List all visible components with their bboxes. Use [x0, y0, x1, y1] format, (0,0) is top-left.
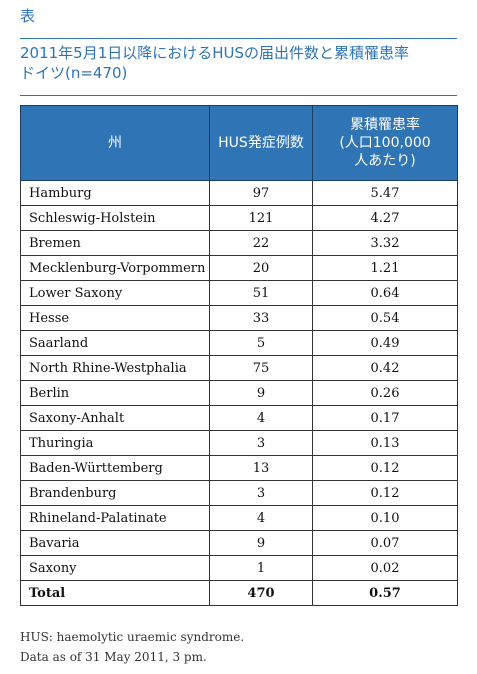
table-title: 2011年5月1日以降におけるHUSの届出件数と累積罹患率 ドイツ(n=470)	[20, 43, 460, 83]
divider-bottom	[20, 95, 457, 96]
cell-cases: 470	[209, 580, 313, 606]
cell-incidence: 0.12	[312, 455, 458, 481]
cell-incidence: 0.49	[312, 330, 458, 356]
cell-cases: 51	[209, 280, 313, 306]
cell-incidence: 1.21	[312, 255, 458, 281]
cell-incidence: 5.47	[312, 180, 458, 206]
cell-state: Berlin	[20, 380, 210, 406]
cell-state: Bremen	[20, 230, 210, 256]
cell-cases: 75	[209, 355, 313, 381]
cell-cases: 9	[209, 380, 313, 406]
table-row: Mecklenburg-Vorpommern 20 1.21	[20, 255, 458, 281]
cell-incidence: 4.27	[312, 205, 458, 231]
cell-incidence: 0.57	[312, 580, 458, 606]
table-row: Brandenburg 3 0.12	[20, 480, 458, 506]
cell-state: Saxony	[20, 555, 210, 581]
footnote-abbreviation: HUS: haemolytic uraemic syndrome.	[20, 630, 245, 644]
column-header-state: 州	[20, 105, 210, 181]
cell-incidence: 0.12	[312, 480, 458, 506]
table-row: Hamburg 97 5.47	[20, 180, 458, 206]
cell-cases: 97	[209, 180, 313, 206]
table-row: Saxony-Anhalt 4 0.17	[20, 405, 458, 431]
cell-cases: 121	[209, 205, 313, 231]
table-row: Baden-Württemberg 13 0.12	[20, 455, 458, 481]
cell-incidence: 0.02	[312, 555, 458, 581]
cell-cases: 1	[209, 555, 313, 581]
table-row: Berlin 9 0.26	[20, 380, 458, 406]
cell-state: Lower Saxony	[20, 280, 210, 306]
cell-incidence: 0.54	[312, 305, 458, 331]
cell-state: Bavaria	[20, 530, 210, 556]
cell-cases: 4	[209, 405, 313, 431]
title-line-2: ドイツ(n=470)	[20, 64, 128, 82]
cell-state: Saxony-Anhalt	[20, 405, 210, 431]
table-row: Saarland 5 0.49	[20, 330, 458, 356]
cell-state: Hesse	[20, 305, 210, 331]
cell-incidence: 0.42	[312, 355, 458, 381]
table-row: Bremen 22 3.32	[20, 230, 458, 256]
table-row: Lower Saxony 51 0.64	[20, 280, 458, 306]
cell-incidence: 0.26	[312, 380, 458, 406]
column-header-cases: HUS発症例数	[209, 105, 313, 181]
cell-cases: 5	[209, 330, 313, 356]
cell-incidence: 0.10	[312, 505, 458, 531]
cell-cases: 3	[209, 430, 313, 456]
table-total-row: Total 470 0.57	[20, 580, 458, 606]
cell-incidence: 0.07	[312, 530, 458, 556]
cell-incidence: 0.17	[312, 405, 458, 431]
cell-state: Thuringia	[20, 430, 210, 456]
divider-top	[20, 38, 457, 39]
table-row: Rhineland-Palatinate 4 0.10	[20, 505, 458, 531]
table-row: Schleswig-Holstein 121 4.27	[20, 205, 458, 231]
cell-state: Saarland	[20, 330, 210, 356]
footnote-data-date: Data as of 31 May 2011, 3 pm.	[20, 650, 207, 664]
cell-cases: 9	[209, 530, 313, 556]
table-row: Hesse 33 0.54	[20, 305, 458, 331]
cell-incidence: 0.13	[312, 430, 458, 456]
table-label: 表	[20, 7, 36, 25]
footnotes: HUS: haemolytic uraemic syndrome. Data a…	[20, 627, 244, 667]
cell-state: Total	[20, 580, 210, 606]
table-row: Saxony 1 0.02	[20, 555, 458, 581]
table-body: Hamburg 97 5.47 Schleswig-Holstein 121 4.27 Br…	[20, 180, 458, 606]
hus-cases-table: 州 HUS発症例数 累積罹患率 (人口100,000 人あたり) Hamburg…	[20, 105, 458, 606]
title-line-1: 2011年5月1日以降におけるHUSの届出件数と累積罹患率	[20, 44, 410, 62]
cell-cases: 3	[209, 480, 313, 506]
table-row: North Rhine-Westphalia 75 0.42	[20, 355, 458, 381]
cell-cases: 22	[209, 230, 313, 256]
cell-cases: 4	[209, 505, 313, 531]
cell-cases: 13	[209, 455, 313, 481]
column-header-incidence: 累積罹患率 (人口100,000 人あたり)	[312, 105, 458, 181]
cell-incidence: 3.32	[312, 230, 458, 256]
table-row: Bavaria 9 0.07	[20, 530, 458, 556]
cell-state: Brandenburg	[20, 480, 210, 506]
cell-cases: 33	[209, 305, 313, 331]
cell-state: Hamburg	[20, 180, 210, 206]
cell-incidence: 0.64	[312, 280, 458, 306]
cell-state: Schleswig-Holstein	[20, 205, 210, 231]
table-header-row: 州 HUS発症例数 累積罹患率 (人口100,000 人あたり)	[20, 105, 458, 181]
cell-state: Baden-Württemberg	[20, 455, 210, 481]
cell-state: Mecklenburg-Vorpommern	[20, 255, 210, 281]
cell-state: North Rhine-Westphalia	[20, 355, 210, 381]
table-row: Thuringia 3 0.13	[20, 430, 458, 456]
cell-cases: 20	[209, 255, 313, 281]
cell-state: Rhineland-Palatinate	[20, 505, 210, 531]
